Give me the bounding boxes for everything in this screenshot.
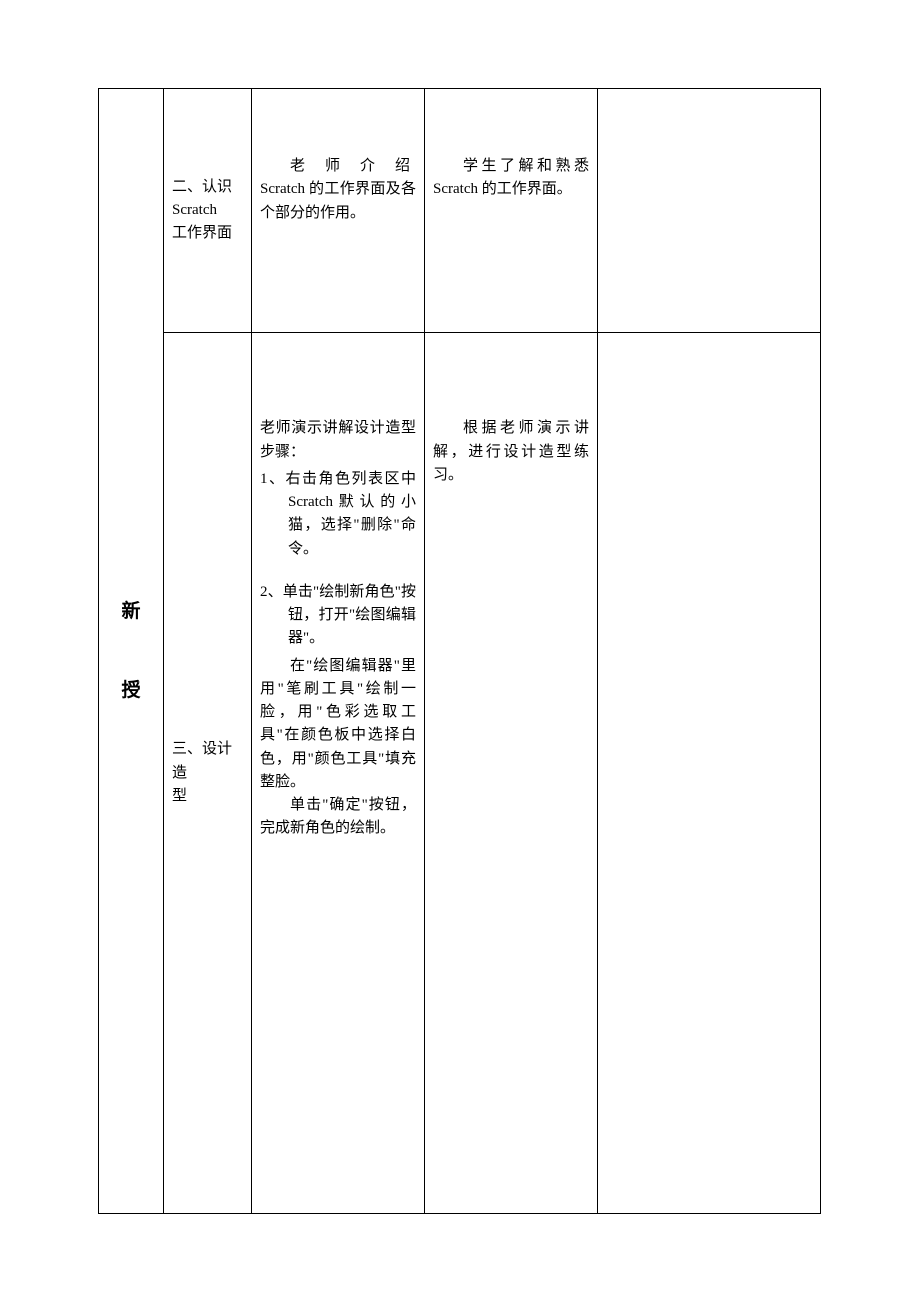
para-1: 在"绘图编辑器"里用"笔刷工具"绘制一脸，用"色彩选取工具"在颜色板中选择白色，… xyxy=(260,655,416,795)
section-2-line1: 二、认识 xyxy=(172,176,243,199)
phase-char-1: 新 xyxy=(121,597,140,626)
phase-char-2: 授 xyxy=(121,676,140,705)
teacher-activity-cell-1: 老师介绍 Scratch 的工作界面及各个部分的作用。 xyxy=(252,89,425,333)
step-2: 2、单击"绘制新角色"按钮，打开"绘图编辑器"。 xyxy=(260,581,416,651)
section-3-line2: 型 xyxy=(172,785,243,808)
steps-list-2: 2、单击"绘制新角色"按钮，打开"绘图编辑器"。 xyxy=(260,581,416,651)
step-1: 1、右击角色列表区中 Scratch默认的小猫，选择"删除"命令。 xyxy=(260,468,416,561)
section-cell-3: 三、设计造 型 xyxy=(164,333,252,1214)
para-2: 单击"确定"按钮，完成新角色的绘制。 xyxy=(260,794,416,841)
phase-cell: 新 授 xyxy=(99,89,164,1214)
notes-cell-2 xyxy=(598,333,821,1214)
notes-cell-1 xyxy=(598,89,821,333)
steps-list: 1、右击角色列表区中 Scratch默认的小猫，选择"删除"命令。 xyxy=(260,468,416,561)
student-activity-2: 根据老师演示讲解，进行设计造型练习。 xyxy=(433,417,589,487)
student-activity-cell-1: 学生了解和熟悉 Scratch 的工作界面。 xyxy=(425,89,598,333)
table-row: 新 授 二、认识 Scratch 工作界面 老师介绍 Scratch 的工作界面… xyxy=(99,89,821,333)
section-cell-2: 二、认识 Scratch 工作界面 xyxy=(164,89,252,333)
student-prefix: 学生了解和熟悉 xyxy=(433,158,589,174)
section-2-line2: Scratch xyxy=(172,199,243,222)
teacher-activity-cell-2: 老师演示讲解设计造型步骤： 1、右击角色列表区中 Scratch默认的小猫，选择… xyxy=(252,333,425,1214)
teacher-intro-body: Scratch 的工作界面及各个部分的作用。 xyxy=(260,181,416,220)
teacher-heading: 老师演示讲解设计造型步骤： xyxy=(260,417,416,464)
student-body: Scratch 的工作界面。 xyxy=(433,181,572,197)
lesson-plan-table: 新 授 二、认识 Scratch 工作界面 老师介绍 Scratch 的工作界面… xyxy=(98,88,821,1214)
student-activity-cell-2: 根据老师演示讲解，进行设计造型练习。 xyxy=(425,333,598,1214)
section-3-line1: 三、设计造 xyxy=(172,738,243,785)
teacher-intro-prefix: 老师介绍 xyxy=(260,158,416,174)
table-row: 三、设计造 型 老师演示讲解设计造型步骤： 1、右击角色列表区中 Scratch… xyxy=(99,333,821,1214)
section-2-line3: 工作界面 xyxy=(172,222,243,245)
